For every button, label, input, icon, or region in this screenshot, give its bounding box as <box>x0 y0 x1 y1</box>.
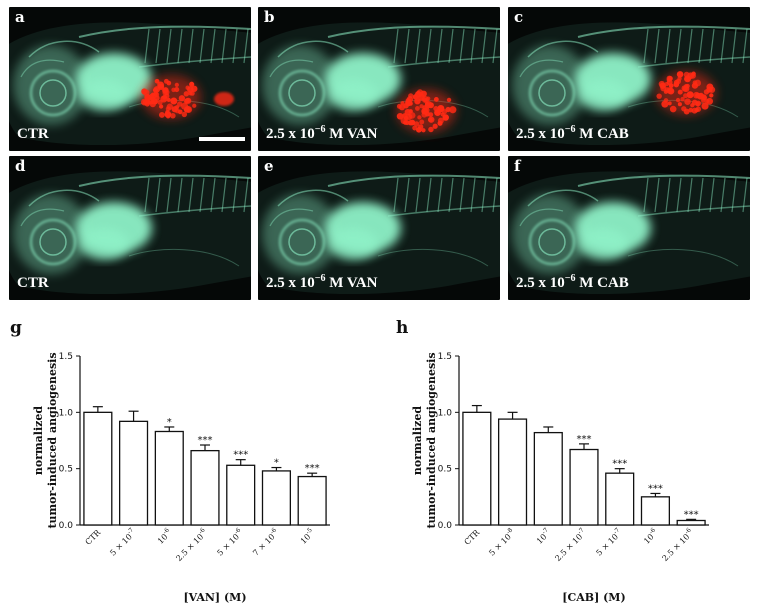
van-y-tick-label: 0.0 <box>59 521 74 531</box>
cab-y-tick-label: 0.5 <box>438 465 452 475</box>
cab-x-tick-label: 5 × 10-7 <box>593 527 624 558</box>
cab-bar <box>462 411 492 526</box>
zebrafish-image-c <box>508 22 750 146</box>
fish-body <box>9 22 251 146</box>
fish-body <box>258 171 500 295</box>
panel-f: f 2.5 x 10−6 M CAB <box>508 156 750 300</box>
van-bar <box>154 430 184 526</box>
tumor-xenograft <box>656 71 716 115</box>
van-bar <box>118 420 149 526</box>
van-bar <box>261 470 292 526</box>
fish-body <box>508 171 750 295</box>
zebrafish-image-b <box>258 22 500 146</box>
cab-x-tick-label: 10-7 <box>534 527 553 546</box>
van-x-tick-label: 5 × 10-6 <box>214 527 245 558</box>
panel-d: d CTR <box>9 156 251 300</box>
panel-caption-b: 2.5 x 10−6 M VAN <box>266 124 378 142</box>
zebrafish-image-d <box>9 171 251 295</box>
cab-x-tick-label: 5 × 10-8 <box>486 527 517 558</box>
panel-a: a CTR <box>9 7 251 151</box>
cab-y-label-line1: normalized <box>411 406 424 475</box>
tumor-xenograft <box>396 89 457 133</box>
cab-significance-label: *** <box>577 434 592 445</box>
van-bar <box>83 411 113 526</box>
cab-bar <box>569 448 599 526</box>
cab-x-tick-label: CTR <box>463 527 482 546</box>
panel-b: b 2.5 x 10−6 M VAN <box>258 7 500 151</box>
cab-significance-label: *** <box>648 483 663 494</box>
panel-caption-e: 2.5 x 10−6 M VAN <box>266 273 378 291</box>
van-x-tick-label: 10-5 <box>297 527 316 546</box>
van-bar <box>190 449 220 526</box>
panel-letter-b: b <box>264 8 275 26</box>
chart-label-g: g <box>10 318 22 338</box>
zebrafish-image-a <box>9 22 251 146</box>
van-significance-label: * <box>167 417 172 428</box>
van-y-label-line1: normalized <box>32 406 45 475</box>
panel-e: e 2.5 x 10−6 M VAN <box>258 156 500 300</box>
van-significance-label: *** <box>198 435 213 446</box>
panel-letter-d: d <box>15 157 26 175</box>
zebrafish-image-e <box>258 171 500 295</box>
panel-letter-a: a <box>15 8 25 26</box>
panel-letter-c: c <box>514 8 524 26</box>
cab-y-tick-label: 0.0 <box>438 521 453 531</box>
van-bar <box>226 464 256 526</box>
van-y-tick-label: 0.5 <box>59 465 73 475</box>
cab-x-label: [CAB] (M) <box>562 591 625 604</box>
cab-y-tick-label: 1.5 <box>438 352 452 362</box>
chart-label-h: h <box>396 318 409 338</box>
panel-caption-c: 2.5 x 10−6 M CAB <box>516 124 629 142</box>
van-x-tick-label: CTR <box>84 527 103 546</box>
cab-bar <box>497 418 528 526</box>
panel-letter-e: e <box>264 157 274 175</box>
panel-caption-d: CTR <box>17 275 49 291</box>
van-x-tick-label: 7 × 10-6 <box>250 527 281 558</box>
van-bar <box>297 475 327 526</box>
scale-bar <box>199 137 245 141</box>
van-y-label-line2: tumor-induced angiogenesis <box>46 352 59 528</box>
van-y-tick-label: 1.5 <box>59 352 73 362</box>
bar-chart-van: 0.0 0.5 1.0 1.5 normalized tumor-induced angi… <box>32 352 330 604</box>
van-significance-label: *** <box>305 463 320 474</box>
fish-body <box>9 171 251 295</box>
van-significance-label: * <box>274 458 279 469</box>
cab-bar <box>676 519 706 526</box>
van-x-tick-label: 10-6 <box>155 527 174 546</box>
cab-bar <box>533 431 563 526</box>
zebrafish-image-f <box>508 171 750 295</box>
van-x-tick-label: 5 × 10-7 <box>107 527 138 558</box>
panel-caption-f: 2.5 x 10−6 M CAB <box>516 273 629 291</box>
cab-x-tick-label: 2.5 × 10-6 <box>659 527 696 564</box>
panel-letter-f: f <box>514 157 521 175</box>
panel-caption-a: CTR <box>17 126 49 142</box>
cab-bar <box>605 472 635 526</box>
cab-significance-label: *** <box>684 509 699 520</box>
van-x-tick-label: 2.5 × 10-6 <box>173 527 210 564</box>
cab-x-tick-label: 2.5 × 10-7 <box>552 527 589 564</box>
cab-bar <box>640 496 671 526</box>
cab-x-tick-label: 10-6 <box>641 527 660 546</box>
van-significance-label: *** <box>233 450 248 461</box>
tumor-xenograft <box>140 75 234 119</box>
bar-chart-cab: 0.0 0.5 1.0 1.5 normalized tumor-induced angi… <box>411 352 709 604</box>
cab-y-label-line2: tumor-induced angiogenesis <box>425 352 438 528</box>
cab-y-tick-label: 1.0 <box>438 408 453 418</box>
panel-c: c 2.5 x 10−6 M CAB <box>508 7 750 151</box>
van-x-label: [VAN] (M) <box>183 591 246 604</box>
van-y-tick-label: 1.0 <box>59 408 74 418</box>
cab-significance-label: *** <box>612 459 627 470</box>
